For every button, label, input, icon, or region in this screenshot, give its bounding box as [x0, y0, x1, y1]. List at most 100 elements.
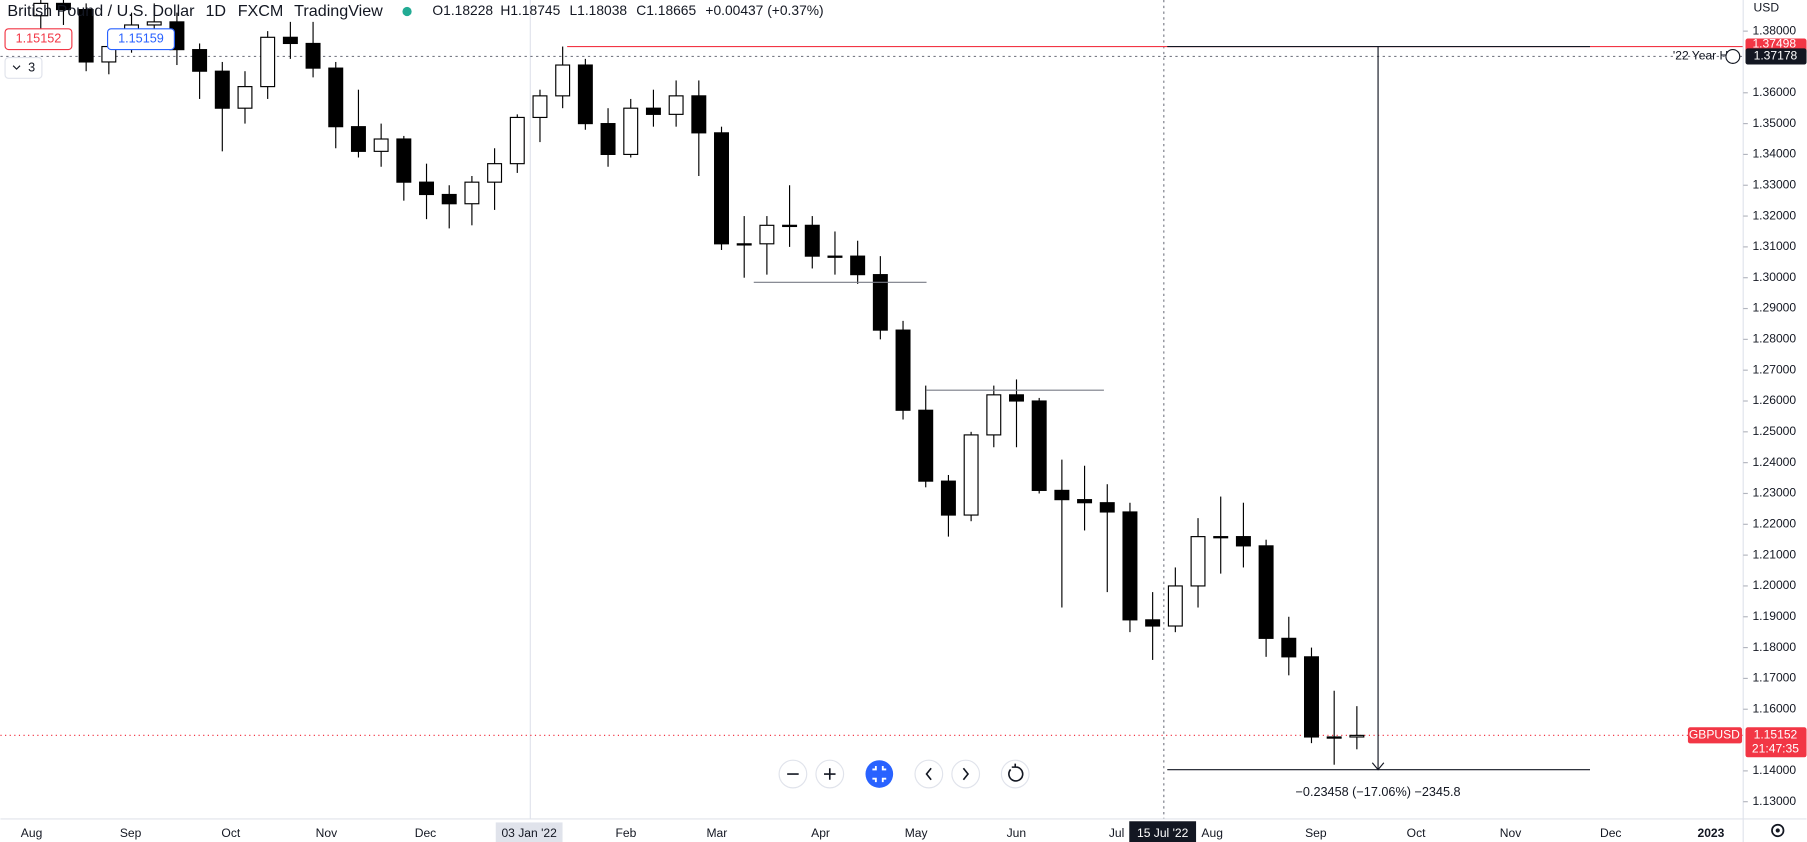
y-tick-label: 1.36000 — [1752, 85, 1796, 99]
zoom-out[interactable] — [778, 759, 808, 789]
candle-body — [419, 181, 435, 196]
trade-buttons: 1.15152 1.15159 3 — [4, 28, 175, 79]
candle-body — [1303, 656, 1319, 738]
x-tick-label: Mar — [706, 826, 727, 840]
buy-price[interactable]: 1.15159 — [118, 32, 164, 46]
y-tick-label: 1.34000 — [1752, 147, 1796, 161]
y-tick-label: 1.23000 — [1752, 486, 1796, 500]
candle-body — [464, 181, 480, 205]
last-price-tag-bg — [1745, 727, 1807, 758]
candle-body — [1145, 619, 1161, 627]
zoom-in[interactable] — [815, 759, 845, 789]
platform: TradingView — [294, 2, 383, 20]
candle-body — [895, 329, 911, 411]
candle-body — [577, 64, 593, 125]
symbol: British Pound / U.S. Dollar — [7, 2, 195, 20]
x-tick-label: Sep — [120, 826, 142, 840]
currency[interactable]: USD — [1754, 0, 1780, 14]
candle-body — [1009, 394, 1024, 402]
candle-body — [1031, 400, 1047, 491]
indicators-toggle[interactable] — [4, 57, 43, 79]
x-tick-label: 2023 — [1698, 826, 1725, 840]
ohlc-close: C1.18665 — [636, 2, 696, 18]
y-tick-label: 1.16000 — [1752, 701, 1796, 715]
candle-body — [986, 394, 1002, 436]
y-tick-label: 1.24000 — [1752, 455, 1796, 469]
measure-label: −0.23458 (−17.06%) −2345.8 — [1296, 785, 1461, 799]
candle-body — [282, 36, 298, 45]
candle-body — [714, 132, 729, 245]
x-tick-label: Jul — [1109, 826, 1124, 840]
candle-body — [668, 95, 684, 115]
reset-scale[interactable] — [865, 760, 894, 788]
x-tick-label: Nov — [1500, 826, 1521, 840]
candle-body — [872, 274, 888, 331]
last-price-tag: 1.15152 — [1754, 728, 1798, 742]
reset-chart[interactable] — [1000, 759, 1030, 789]
buy-button[interactable] — [106, 28, 175, 51]
candle-body — [1349, 734, 1365, 738]
sell-button[interactable] — [4, 28, 73, 51]
candle-body — [1281, 637, 1297, 658]
candle-body — [373, 138, 389, 152]
candle-body — [1167, 585, 1183, 627]
candle-body — [146, 21, 162, 26]
candle-body — [532, 95, 548, 119]
candle-body — [33, 2, 49, 17]
ohlc-open: O1.18228 — [432, 2, 493, 18]
ohlc-high: H1.18745 — [500, 2, 560, 18]
scroll-right[interactable] — [951, 759, 981, 789]
cross-price-tag-bg — [1745, 48, 1807, 65]
y-tick-label: 1.21000 — [1752, 547, 1796, 561]
candle-body — [963, 434, 979, 516]
candle-body — [1213, 536, 1229, 539]
y-tick-label: 1.19000 — [1752, 609, 1796, 623]
scroll-left[interactable] — [914, 759, 944, 789]
y-tick-label: 1.32000 — [1752, 208, 1796, 222]
y-tick-label: 1.25000 — [1752, 424, 1796, 438]
x-tick-label: Dec — [415, 826, 436, 840]
x-tick-label: Aug — [1201, 826, 1223, 840]
y-tick-label: 1.27000 — [1752, 362, 1796, 376]
sell-price[interactable]: 1.15152 — [16, 32, 62, 46]
candle-body — [1099, 502, 1115, 513]
arrow-head — [1371, 762, 1385, 771]
x-tick-label: Jun — [1007, 826, 1026, 840]
cross-price-tag: 1.37178 — [1754, 49, 1798, 63]
x-tick-label: Feb — [615, 826, 636, 840]
settings[interactable] — [1771, 823, 1785, 838]
interval: 1D — [205, 2, 226, 20]
y-tick-label: 1.38000 — [1752, 23, 1796, 37]
candle-body — [918, 409, 934, 482]
candle-body — [350, 126, 366, 152]
x-tick-label: Aug — [21, 826, 43, 840]
candle-body — [328, 67, 344, 128]
candle-body — [1258, 545, 1274, 639]
candle-body — [804, 224, 820, 257]
chevron-icon — [12, 65, 21, 70]
year-high-note: '22 Year H — [1673, 49, 1728, 63]
candle-body — [1235, 536, 1251, 547]
candle-body — [305, 42, 321, 69]
candle-body — [441, 193, 457, 205]
candle-body — [1326, 736, 1342, 739]
hover-date-bg — [495, 822, 563, 842]
y-tick-label: 1.20000 — [1752, 578, 1796, 592]
candle-body — [214, 70, 230, 109]
candle-body — [940, 480, 956, 516]
candle-body — [55, 2, 71, 11]
header: British Pound / U.S. Dollar 1D FXCM Trad… — [7, 2, 823, 20]
candle-body — [736, 243, 752, 246]
y-tick-label: 1.22000 — [1752, 516, 1796, 530]
candle-body — [192, 49, 208, 72]
y-tick-label: 1.30000 — [1752, 270, 1796, 284]
candle-body — [759, 224, 775, 245]
y-tick-label: 1.33000 — [1752, 177, 1796, 191]
x-tick-label: May — [905, 826, 929, 840]
y-tick-label: 1.18000 — [1752, 640, 1796, 654]
candle-body — [850, 255, 866, 276]
candle-body — [487, 163, 503, 183]
candle-body — [260, 36, 276, 88]
candle-body — [509, 116, 525, 165]
